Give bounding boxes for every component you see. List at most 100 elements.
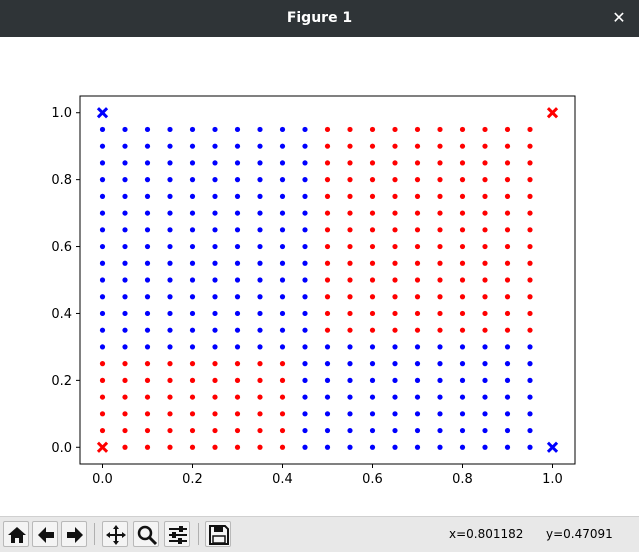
data-point xyxy=(459,427,466,434)
toolbar-separator xyxy=(198,523,199,545)
data-point xyxy=(99,160,106,166)
data-point xyxy=(279,427,286,434)
data-point xyxy=(279,143,286,149)
data-point xyxy=(324,444,331,450)
close-icon[interactable]: ✕ xyxy=(612,8,626,27)
data-point xyxy=(324,394,331,400)
data-point xyxy=(482,243,488,250)
data-point xyxy=(324,193,331,199)
data-point xyxy=(437,427,443,434)
data-point xyxy=(347,260,353,266)
data-point xyxy=(482,310,488,317)
back-button[interactable] xyxy=(32,521,58,547)
data-point xyxy=(482,126,488,133)
data-point xyxy=(324,427,331,434)
arrow-right-icon xyxy=(67,527,83,543)
data-point xyxy=(234,160,241,166)
zoom-button[interactable] xyxy=(133,521,159,547)
data-point xyxy=(144,126,151,133)
data-point xyxy=(302,277,308,283)
data-point xyxy=(234,227,241,233)
data-point xyxy=(234,310,241,317)
data-point xyxy=(482,227,488,233)
data-point xyxy=(122,310,128,317)
data-point xyxy=(167,310,173,317)
data-point xyxy=(347,394,353,400)
data-point xyxy=(189,394,196,400)
data-point xyxy=(257,143,263,149)
data-point xyxy=(527,227,533,233)
data-point xyxy=(369,310,376,317)
data-point xyxy=(167,177,173,183)
data-point xyxy=(459,193,466,199)
data-point xyxy=(482,394,488,400)
data-point xyxy=(482,193,488,199)
data-point xyxy=(392,227,398,233)
data-point xyxy=(234,143,241,149)
data-point xyxy=(302,260,308,266)
data-point xyxy=(167,143,173,149)
forward-button[interactable] xyxy=(61,521,87,547)
data-point xyxy=(414,210,421,216)
data-point xyxy=(459,361,466,367)
data-point xyxy=(482,294,488,300)
data-point xyxy=(167,344,173,350)
figure-canvas[interactable]: 0.0 0.2 0.4 0.6 0.8 1.0 0.0 0.2 0.4 0.6 0.8 1.0 xyxy=(0,37,639,516)
data-point xyxy=(167,160,173,166)
data-point xyxy=(369,260,376,266)
data-point xyxy=(504,177,511,183)
sliders-icon xyxy=(169,526,187,544)
data-point xyxy=(122,361,128,367)
data-point xyxy=(504,294,511,300)
data-point xyxy=(392,126,398,133)
data-point xyxy=(392,310,398,317)
data-point xyxy=(212,411,218,417)
scatter-plot[interactable]: 0.0 0.2 0.4 0.6 0.8 1.0 0.0 0.2 0.4 0.6 0.8 1.0 xyxy=(0,37,639,516)
data-point xyxy=(189,260,196,266)
data-point xyxy=(482,177,488,183)
home-button[interactable] xyxy=(3,521,29,547)
corner-marker xyxy=(96,107,109,119)
data-point xyxy=(459,277,466,283)
data-point xyxy=(437,377,443,383)
data-point xyxy=(189,193,196,199)
data-point xyxy=(504,361,511,367)
data-point xyxy=(279,260,286,266)
x-tick-label: 0.4 xyxy=(272,472,293,487)
data-point xyxy=(527,177,533,183)
configure-button[interactable] xyxy=(164,521,190,547)
data-point xyxy=(302,411,308,417)
data-point xyxy=(189,327,196,333)
data-point xyxy=(527,327,533,333)
data-point xyxy=(234,394,241,400)
data-point xyxy=(324,210,331,216)
data-point xyxy=(459,310,466,317)
pan-button[interactable] xyxy=(102,521,128,547)
toolbar-separator xyxy=(94,523,95,545)
data-point xyxy=(527,294,533,300)
data-point xyxy=(414,377,421,383)
data-point xyxy=(527,361,533,367)
data-point xyxy=(527,411,533,417)
data-point xyxy=(212,310,218,317)
data-point xyxy=(189,126,196,133)
magnifier-icon xyxy=(137,525,158,546)
data-point xyxy=(212,344,218,350)
data-point xyxy=(437,294,443,300)
data-point xyxy=(459,411,466,417)
save-button[interactable] xyxy=(205,521,231,547)
data-point xyxy=(279,227,286,233)
data-point xyxy=(392,427,398,434)
data-point xyxy=(257,394,263,400)
data-point xyxy=(144,160,151,166)
data-point xyxy=(324,227,331,233)
data-point xyxy=(414,277,421,283)
data-point xyxy=(527,427,533,434)
data-point xyxy=(482,160,488,166)
data-point xyxy=(302,327,308,333)
data-point xyxy=(144,427,151,434)
data-point xyxy=(437,143,443,149)
data-point xyxy=(459,260,466,266)
data-point xyxy=(459,227,466,233)
data-point xyxy=(324,260,331,266)
